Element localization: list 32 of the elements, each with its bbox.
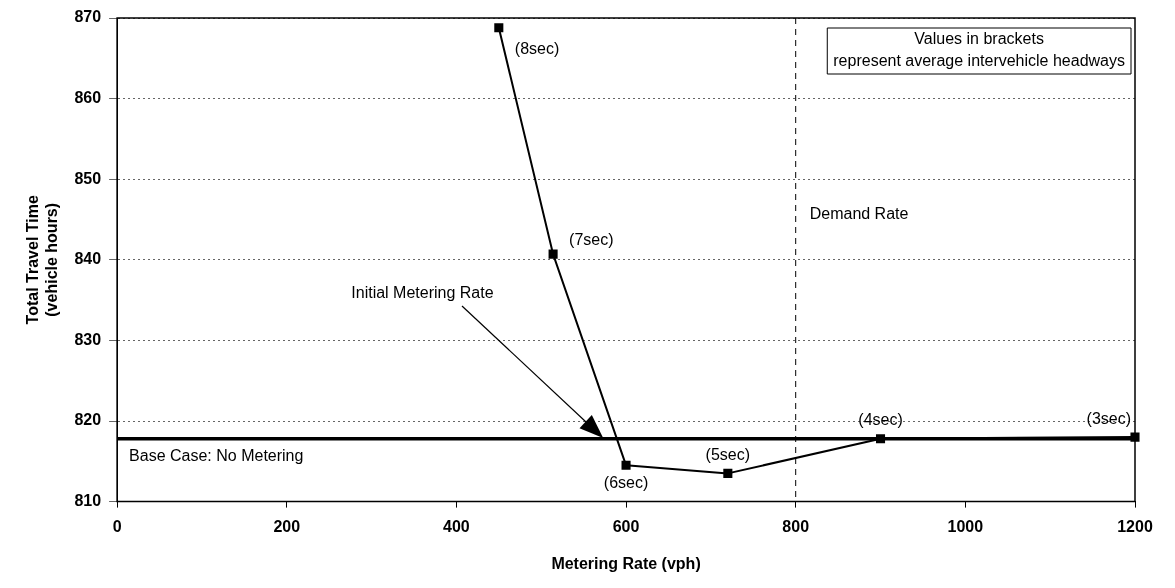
y-tick-label: 810 <box>74 492 102 510</box>
x-tick-label: 1200 <box>1117 517 1153 535</box>
point <box>723 468 733 478</box>
x-tick-label: 800 <box>782 517 810 535</box>
x-tick-label: 0 <box>112 517 122 535</box>
annotation: (3sec) <box>1086 409 1131 427</box>
annotation: (4sec) <box>858 411 903 429</box>
y-tick-label: 870 <box>74 8 102 26</box>
y-tick-label: 840 <box>74 250 102 268</box>
point <box>621 460 631 470</box>
point <box>548 249 558 259</box>
y-axis-title: Total Travel Time (vehicle hours) <box>24 195 61 325</box>
annotation: Initial Metering Rate <box>351 284 494 302</box>
y-tick-label: 820 <box>74 411 102 429</box>
annotation: (7sec) <box>569 230 614 248</box>
y-tick-label: 860 <box>74 89 102 107</box>
x-tick-label: 600 <box>612 517 640 535</box>
x-tick-label: 200 <box>273 517 301 535</box>
ref-line-label: Base Case: No Metering <box>129 447 304 465</box>
x-tick-label: 1000 <box>947 517 984 535</box>
x-tick-label: 400 <box>443 517 470 535</box>
annotation: Values in brackets represent average intervehicle headways <box>833 30 1125 70</box>
y-tick-label: 850 <box>74 169 102 187</box>
annotation: (6sec) <box>603 473 649 491</box>
annotation: (5sec) <box>705 445 751 463</box>
y-tick-label: 830 <box>74 330 102 348</box>
x-axis-title: Metering Rate (vph) <box>551 554 701 572</box>
point <box>1130 432 1140 442</box>
point <box>494 23 504 33</box>
annotation: (8sec) <box>514 40 560 58</box>
ref-line-label: Demand Rate <box>809 205 909 223</box>
point <box>875 434 886 444</box>
